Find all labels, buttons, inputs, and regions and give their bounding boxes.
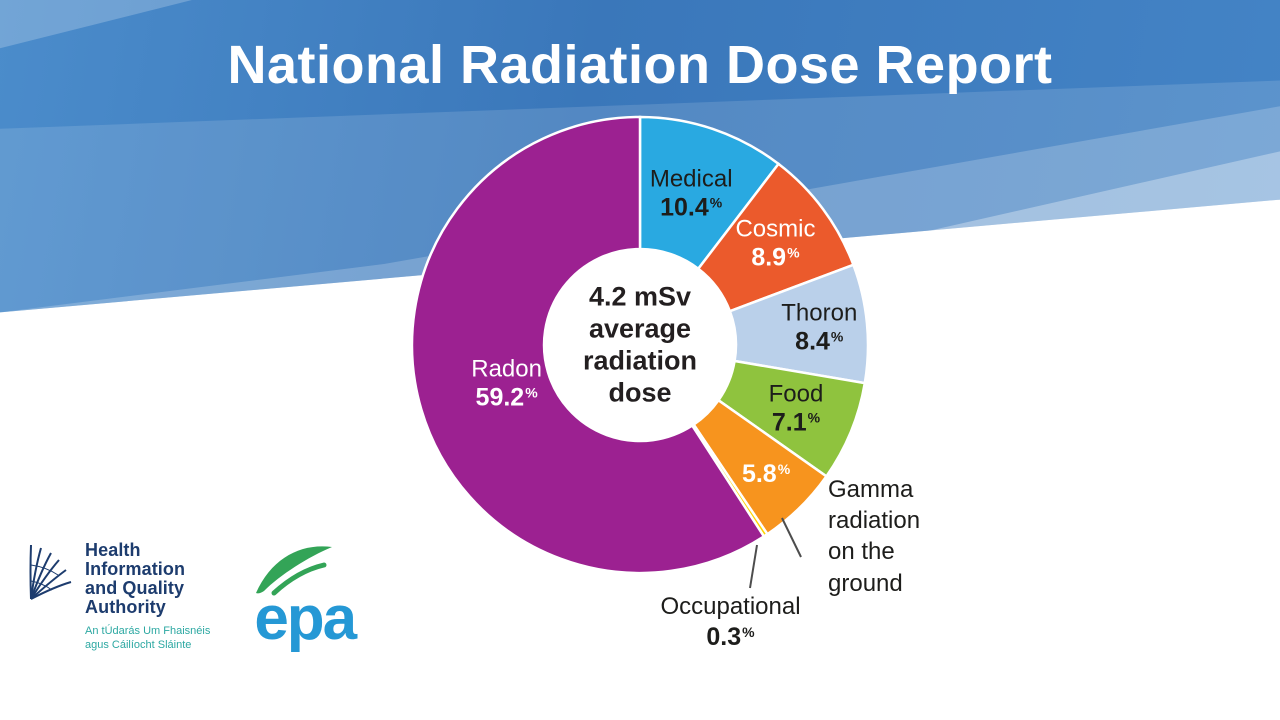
- hiqa-name-line-3: and Quality: [85, 577, 185, 598]
- footer-logos: Health Information and Quality Authority…: [26, 541, 357, 653]
- center-label-line-2: average: [588, 313, 692, 344]
- occupational-percent-sign: %: [742, 624, 755, 640]
- donut-hole: [544, 249, 736, 441]
- slice-value: 7.1%: [771, 408, 821, 437]
- slice-name: Radon: [471, 355, 542, 383]
- hiqa-name-line-1: Health: [85, 540, 141, 560]
- center-label-line-1: 4.2 mSv: [588, 281, 692, 312]
- slice-label-gamma-radiation-on-the-ground: 5.8%: [742, 460, 790, 488]
- occupational-value-number: 0.3: [706, 623, 742, 651]
- page-title: National Radiation Dose Report: [227, 35, 1053, 95]
- slice-name: Cosmic: [735, 215, 816, 243]
- hiqa-logo: Health Information and Quality Authority…: [26, 541, 210, 652]
- slice-label-radon: Radon 59.2%: [471, 355, 542, 412]
- hiqa-fan-icon: [29, 544, 72, 600]
- epa-swoosh-icon: [256, 546, 333, 596]
- label-occupational: Occupational 0.3%: [628, 592, 833, 653]
- label-gamma-radiation: Gamma radiation on the ground: [828, 476, 921, 597]
- center-label-line-4: dose: [608, 376, 672, 407]
- hiqa-name: Health Information and Quality Authority: [85, 541, 210, 617]
- donut-chart-svg: [410, 115, 870, 575]
- slice-value: 10.4%: [660, 193, 723, 222]
- chart-center-label: 4.2 mSv average radiation dose: [583, 281, 697, 408]
- radiation-donut-chart: Medical 10.4% Cosmic 8.9% Thoron 8.4% Food 7.1%…: [410, 115, 870, 575]
- epa-logo: epa: [252, 541, 357, 653]
- epa-wordmark: epa: [254, 584, 357, 653]
- hiqa-name-line-4: Authority: [85, 596, 166, 617]
- hiqa-text-block: Health Information and Quality Authority…: [85, 541, 210, 652]
- slice-value: 8.9%: [751, 243, 800, 272]
- hiqa-subtitle: An tÚdarás Um Fhaisnéis agus Cáilíocht S…: [85, 624, 210, 653]
- occupational-value: 0.3%: [628, 622, 833, 653]
- center-label-line-3: radiation: [582, 345, 698, 375]
- slice-label-medical: Medical 10.4%: [649, 165, 733, 222]
- occupational-name: Occupational: [660, 593, 801, 620]
- hiqa-name-line-2: Information: [85, 558, 186, 579]
- slice-value: 59.2%: [475, 383, 538, 412]
- hiqa-subtitle-line-1: An tÚdarás Um Fhaisnéis: [85, 624, 211, 637]
- donut-slice-radon: [410, 115, 766, 575]
- hiqa-subtitle-line-2: agus Cáilíocht Sláinte: [85, 638, 192, 651]
- slice-label-cosmic: Cosmic 8.9%: [735, 215, 816, 272]
- slice-name: Thoron: [781, 299, 858, 327]
- slice-labels-layer: Medical 10.4% Cosmic 8.9% Thoron 8.4% Food 7.1%…: [410, 115, 870, 575]
- slice-label-thoron: Thoron 8.4%: [781, 299, 858, 356]
- slice-name: Food: [768, 380, 824, 408]
- slice-value: 8.4%: [795, 327, 844, 356]
- slice-value: 5.8%: [741, 459, 791, 488]
- slice-name: Medical: [649, 165, 733, 193]
- slice-label-food: Food 7.1%: [768, 380, 824, 437]
